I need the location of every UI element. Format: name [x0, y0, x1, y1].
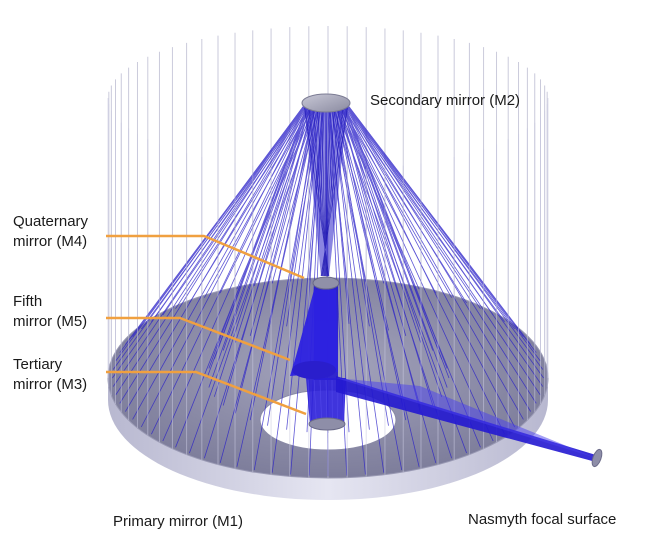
- leader-line-m5: [106, 316, 291, 362]
- primary-mirror-label: Primary mirror (M1): [113, 513, 243, 530]
- nasmyth-output-beam: [336, 376, 596, 462]
- fifth-mirror-m5: [290, 290, 338, 376]
- fifth-mirror-label: Fifth mirror (M5): [13, 293, 88, 330]
- quaternary-mirror-label: Quaternary mirror (M4): [13, 213, 89, 250]
- quaternary-mirror-m4: [312, 276, 340, 290]
- tertiary-mirror-m3: [308, 417, 346, 431]
- secondary-mirror-m2: [301, 93, 351, 113]
- leader-line-m3: [106, 370, 307, 416]
- m2-to-m3-beam: [303, 103, 349, 277]
- nasmyth-focal-surface: [591, 448, 603, 468]
- tertiary-mirror-label: Tertiary mirror (M3): [13, 356, 88, 393]
- nasmyth-focal-surface-label: Nasmyth focal surface: [468, 511, 617, 528]
- secondary-mirror-label: Secondary mirror (M2): [370, 92, 521, 109]
- leader-line-m4: [106, 234, 305, 280]
